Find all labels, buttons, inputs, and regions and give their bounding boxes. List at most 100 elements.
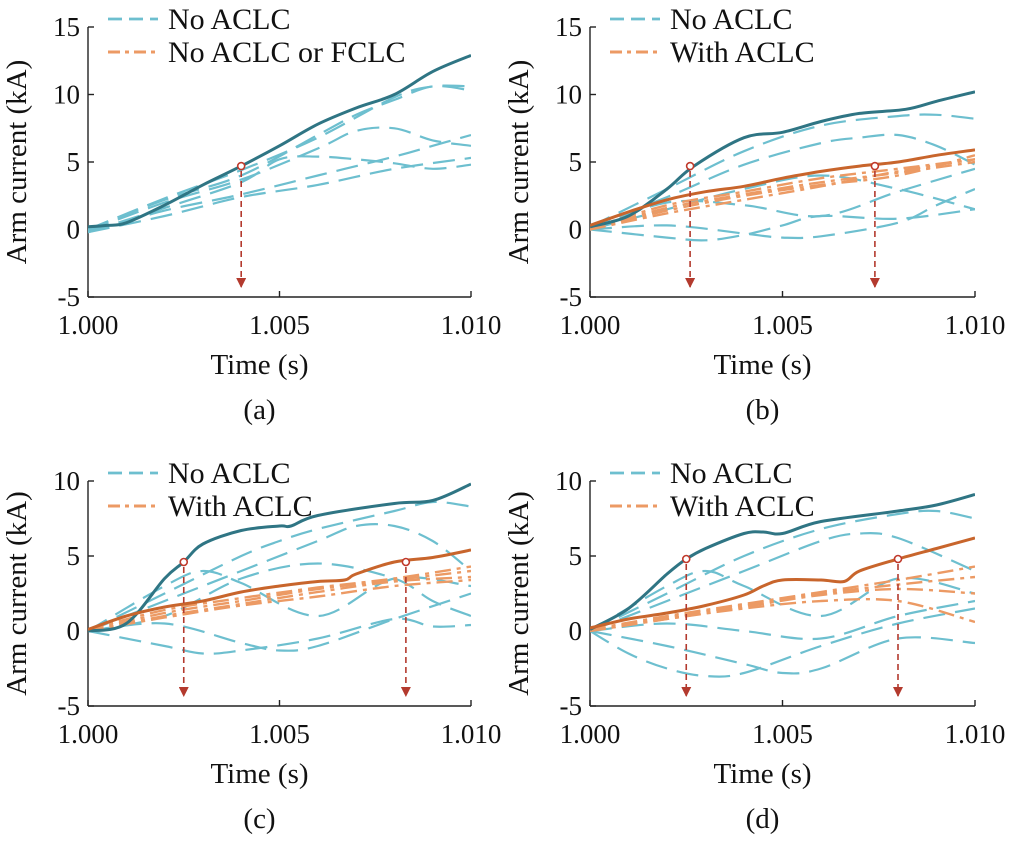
series-line-orange-dashdot (590, 158, 975, 231)
legend-label: No ACLC (670, 457, 793, 490)
series-group (88, 54, 471, 234)
y-axis-label: Arm current (kA) (503, 60, 535, 265)
series-line-orange-dashdot (590, 160, 975, 231)
x-axis-label: Time (s) (713, 349, 811, 381)
event-marker (681, 554, 691, 564)
series-group (88, 482, 471, 655)
series-line-teal-dashed (590, 599, 975, 641)
y-tick-label: 5 (67, 541, 81, 571)
x-tick-label: 1.005 (249, 719, 310, 749)
series-line-teal-solid (590, 90, 975, 229)
x-tick-label: 1.000 (58, 719, 119, 749)
y-tick-label: -5 (560, 282, 583, 312)
series-line-teal-dashed (590, 509, 975, 632)
y-axis-label: Arm current (kA) (1, 491, 33, 696)
series-line-orange-dashdot (590, 154, 975, 231)
series-line-teal-dashed (590, 629, 975, 675)
series-line-teal-dashed (590, 531, 975, 633)
y-tick-label: 15 (555, 12, 582, 42)
x-tick-label: 1.000 (560, 719, 621, 749)
y-tick-label: 10 (555, 466, 582, 496)
series-line-orange-dashdot (88, 575, 471, 633)
event-marker (893, 554, 903, 564)
series-line-orange-dashdot (590, 158, 975, 230)
y-tick-label: 0 (67, 215, 81, 245)
series-line-teal-dashed (88, 156, 471, 234)
y-tick-label: -5 (58, 282, 81, 312)
series-line-orange-dashdot (88, 565, 471, 631)
y-tick-label: 5 (569, 147, 583, 177)
series-line-orange-dashdot (590, 597, 975, 633)
series-line-teal-dashed (88, 84, 471, 231)
series-line-orange-dashdot (590, 587, 975, 633)
series-line-teal-dashed (88, 523, 471, 633)
event-marker (401, 557, 411, 567)
series-line-teal-dashed (590, 569, 975, 632)
y-tick-label: 10 (53, 80, 80, 110)
chart-panel-4: -5 0 5 10 1.000 1.005 1.010 Time (s) Arm current… (503, 457, 1005, 835)
chart-panel-3: -5 0 5 10 1.000 1.005 1.010 Time (s) Arm current… (1, 457, 501, 835)
x-tick-label: 1.005 (249, 310, 310, 340)
y-tick-label: 0 (569, 215, 583, 245)
y-tick-label: 0 (67, 616, 81, 646)
event-marker (236, 161, 246, 171)
legend-label: With ACLC (168, 490, 313, 523)
series-line-teal-dashed (590, 133, 975, 228)
x-tick-label: 1.000 (58, 310, 119, 340)
legend-label: With ACLC (670, 490, 815, 523)
series-line-orange-dashdot (590, 575, 975, 633)
x-tick-label: 1.000 (560, 310, 621, 340)
panel-label: (c) (243, 803, 275, 835)
series-line-teal-solid (88, 54, 471, 229)
y-tick-label: -5 (58, 691, 81, 721)
chart-panel-1: -5 0 5 10 15 1.000 1.005 1.010 Time (s) Arm curre… (1, 3, 501, 426)
series-line-teal-dashed (590, 208, 975, 242)
legend-label: No ACLC or FCLC (168, 36, 406, 69)
x-tick-label: 1.010 (945, 719, 1006, 749)
legend-label: No ACLC (168, 457, 291, 490)
x-tick-label: 1.010 (441, 310, 502, 340)
panel-label: (a) (243, 394, 275, 426)
y-axis-label: Arm current (kA) (503, 491, 535, 696)
chart-panel-2: -5 0 5 10 15 1.000 1.005 1.010 Time (s) Arm curre… (503, 3, 1005, 426)
x-tick-label: 1.005 (752, 310, 813, 340)
series-line-orange-dashdot (88, 578, 471, 633)
series-group (590, 90, 975, 242)
y-tick-label: 5 (569, 541, 583, 571)
y-axis-label: Arm current (kA) (1, 60, 33, 265)
y-tick-label: -5 (560, 691, 583, 721)
x-axis-label: Time (s) (210, 349, 308, 381)
y-tick-label: 10 (53, 466, 80, 496)
series-line-teal-dashed (88, 155, 471, 234)
legend-label: No ACLC (670, 3, 793, 36)
series-line-teal-dashed (88, 126, 471, 232)
x-tick-label: 1.010 (441, 719, 502, 749)
y-tick-label: 15 (53, 12, 80, 42)
event-marker (870, 161, 880, 171)
event-marker (685, 161, 695, 171)
x-axis-label: Time (s) (210, 758, 308, 790)
series-line-teal-dashed (88, 592, 471, 652)
y-tick-label: 5 (67, 147, 81, 177)
event-marker (179, 557, 189, 567)
x-tick-label: 1.005 (752, 719, 813, 749)
series-line-teal-dashed (590, 187, 975, 240)
series-line-teal-solid (88, 482, 471, 633)
legend-label: No ACLC (168, 3, 291, 36)
series-line-teal-dashed (88, 617, 471, 655)
series-line-orange-solid (590, 148, 975, 227)
series-line-orange-solid (88, 548, 471, 631)
x-axis-label: Time (s) (713, 758, 811, 790)
panel-label: (b) (746, 394, 780, 426)
series-line-teal-dashed (88, 133, 471, 234)
x-tick-label: 1.010 (945, 310, 1006, 340)
series-line-teal-dashed (590, 607, 975, 678)
series-line-teal-solid (590, 493, 975, 631)
panel-label: (d) (746, 803, 780, 835)
series-line-orange-dashdot (590, 565, 975, 631)
y-tick-label: 0 (569, 616, 583, 646)
legend-label: With ACLC (670, 36, 815, 69)
y-tick-label: 10 (555, 80, 582, 110)
series-line-orange-dashdot (88, 569, 471, 633)
